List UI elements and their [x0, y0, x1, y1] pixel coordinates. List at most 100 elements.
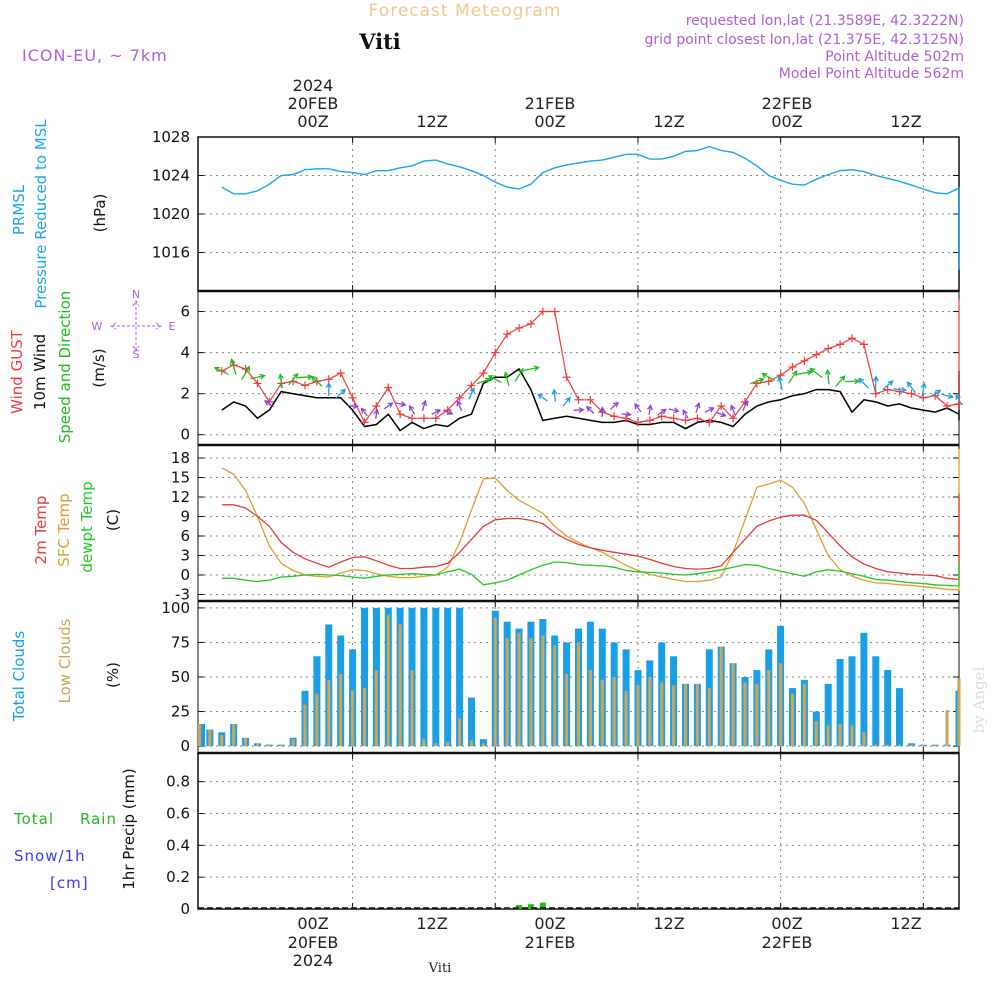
wind-arrowhead: [456, 400, 462, 407]
wind-arrow: [704, 407, 714, 413]
gust-marker: [491, 348, 500, 357]
low-cloud-bar: [850, 725, 854, 747]
wind-arrowhead: [360, 407, 367, 414]
wind-arrow: [288, 373, 299, 386]
y-tick-label: 1028: [152, 128, 190, 146]
wind-arrow: [882, 380, 894, 391]
wind-arrow: [609, 402, 619, 410]
wind-arrowhead: [292, 372, 299, 379]
total-cloud-bar: [198, 724, 205, 747]
top-tick-4: 00Z: [771, 112, 802, 131]
top-date-1: 20FEB: [288, 94, 339, 113]
wind-arrow: [504, 372, 510, 387]
gust-marker: [836, 340, 845, 349]
low-cloud-bar: [339, 674, 343, 747]
gust-marker: [396, 410, 405, 419]
low-cloud-bar: [291, 739, 295, 747]
temp-label-4: (C): [104, 509, 122, 531]
wind-arrowhead: [387, 402, 394, 408]
wind-arrowhead: [947, 393, 955, 400]
precip-axis-label: 1hr Precip (mm): [120, 768, 138, 889]
wind-arrowhead: [325, 381, 332, 388]
low-cloud-bar: [255, 743, 259, 747]
pressure-labels: PRMSL Pressure Reduced to MSL (hPa): [10, 119, 109, 309]
low-cloud-bar: [493, 617, 497, 747]
wind-arrowhead: [421, 399, 428, 407]
panel-pressure: 1016 1020 1024 1028: [152, 128, 959, 291]
y-tick-label: 0: [180, 737, 190, 755]
low-cloud-bar: [374, 670, 378, 747]
top-year: 2024: [293, 76, 334, 95]
wind-arrowhead: [824, 368, 831, 375]
total-cloud-bar: [420, 607, 428, 747]
gust-marker: [384, 383, 393, 392]
gust-marker: [550, 307, 559, 316]
low-cloud-bar: [553, 645, 557, 747]
total-cloud-bar: [872, 656, 880, 747]
low-cloud-bar: [232, 724, 236, 747]
wind-arrowhead: [730, 404, 736, 411]
gust-marker: [336, 369, 345, 378]
bottom-tick-1: 12Z: [416, 914, 447, 933]
wind-arrowhead: [920, 382, 927, 389]
wind-arrow: [335, 389, 346, 399]
y-tick-label: 1024: [152, 167, 190, 185]
low-cloud-bar: [838, 724, 842, 747]
wind-arrow: [241, 366, 250, 380]
rain-bar: [539, 902, 546, 909]
wind-arrow: [809, 368, 823, 379]
wind-arrowhead: [758, 377, 765, 384]
y-tick-label: 4: [180, 344, 190, 362]
low-cloud-bar: [862, 732, 866, 747]
wind-arrowhead: [263, 400, 271, 406]
low-cloud-bar: [886, 744, 890, 747]
gust-marker: [824, 344, 833, 353]
wind-arrow: [230, 359, 237, 375]
wind-arrow: [762, 373, 776, 382]
low-cloud-bar: [458, 718, 462, 747]
y-tick-label: 50: [171, 668, 190, 686]
temp-labels: 2m Temp SFC Temp dewpt Temp (C): [32, 481, 122, 572]
wind-arrow: [921, 383, 926, 396]
wind-arrowhead: [340, 388, 347, 395]
wind-arrowhead: [434, 409, 442, 415]
y-tick-label: 0.6: [166, 804, 190, 822]
wind-arrowhead: [400, 401, 407, 408]
total-cloud-bar: [456, 607, 464, 747]
wind-arrow: [621, 413, 631, 416]
dewpt-line: [221, 561, 960, 587]
wind-arrowhead: [599, 406, 606, 413]
pressure-label-2: Pressure Reduced to MSL: [32, 119, 50, 309]
wind-arrow: [929, 389, 941, 398]
wind-arrow: [383, 402, 393, 410]
wind-speed-line: [221, 367, 960, 432]
wind-arrow: [537, 393, 548, 402]
total-cloud-bar: [907, 743, 915, 747]
wind-arrowhead: [872, 375, 879, 382]
gust-marker: [812, 350, 821, 359]
wind-arrow: [845, 380, 859, 383]
bottom-time-axis: 00Z 12Z 00Z 12Z 00Z 12Z 20FEB 21FEB 22FE…: [288, 914, 922, 970]
wind-arrowhead: [565, 396, 571, 403]
temp-label-1: 2m Temp: [32, 496, 50, 565]
wind-arrowhead: [537, 393, 544, 400]
top-time-axis: 2024 20FEB 21FEB 22FEB 00Z 12Z 00Z 12Z 0…: [288, 76, 922, 131]
total-cloud-bar: [848, 656, 856, 747]
gust-marker: [633, 418, 642, 427]
top-date-2: 21FEB: [525, 94, 576, 113]
footer-location: Viti: [428, 961, 452, 976]
bottom-tick-3: 12Z: [653, 914, 684, 933]
low-cloud-bar: [802, 683, 806, 747]
low-cloud-bar: [921, 744, 925, 747]
wind-arrowhead: [446, 409, 454, 416]
y-tick-label: 0: [180, 566, 190, 584]
gust-marker: [479, 369, 488, 378]
low-cloud-bar: [327, 679, 331, 747]
low-cloud-bar: [529, 638, 533, 747]
low-cloud-bar: [351, 690, 355, 747]
gust-marker: [372, 401, 381, 410]
low-cloud-bar: [695, 683, 699, 747]
low-cloud-bar: [612, 677, 616, 747]
wind-arrowhead: [469, 386, 475, 394]
